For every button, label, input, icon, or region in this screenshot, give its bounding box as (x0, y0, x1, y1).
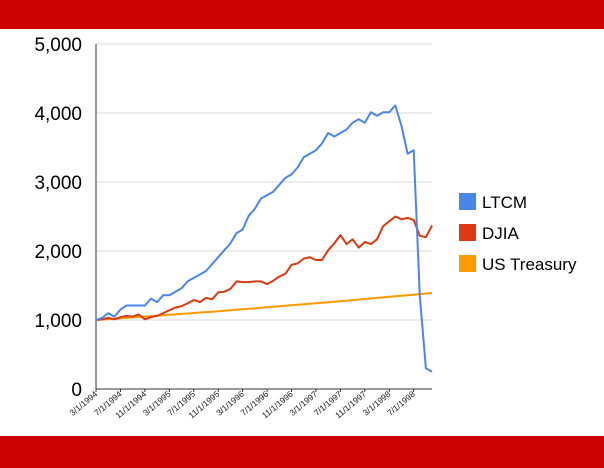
series-line-ltcm (95, 104, 433, 373)
bottom-red-band (0, 436, 604, 468)
legend-swatch-us-treasury (459, 255, 476, 272)
y-tick-label: 1,000 (34, 311, 82, 332)
x-axis: 3/1/19947/1/199411/1/19943/1/19957/1/199… (68, 388, 432, 420)
gridlines (96, 43, 432, 390)
legend-label-us-treasury: US Treasury (482, 255, 577, 274)
legend-swatch-ltcm (459, 193, 476, 210)
legend-swatch-djia (459, 224, 476, 241)
legend: LTCM DJIA US Treasury (459, 193, 577, 274)
y-tick-label: 5,000 (34, 35, 82, 56)
legend-label-ltcm: LTCM (482, 193, 527, 212)
top-red-band (0, 0, 604, 29)
series-line-us-treasury (95, 291, 433, 321)
y-tick-label: 4,000 (34, 104, 82, 125)
series-line-djia (95, 215, 433, 321)
series-lines (95, 104, 433, 373)
y-tick-label: 0 (71, 380, 82, 401)
y-tick-label: 2,000 (34, 242, 82, 263)
y-tick-label: 3,000 (34, 173, 82, 194)
y-axis: 0 1,000 2,000 3,000 4,000 5,000 (34, 35, 97, 401)
legend-label-djia: DJIA (482, 224, 520, 243)
x-tick-label: 7/1/1998 (385, 389, 417, 418)
